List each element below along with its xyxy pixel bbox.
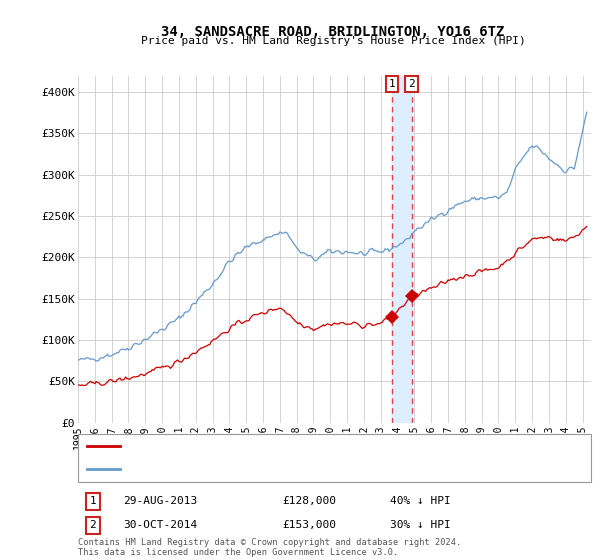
Text: 1: 1 [89, 496, 97, 506]
Text: 30-OCT-2014: 30-OCT-2014 [123, 520, 197, 530]
Text: 34, SANDSACRE ROAD, BRIDLINGTON, YO16 6TZ: 34, SANDSACRE ROAD, BRIDLINGTON, YO16 6T… [161, 25, 505, 39]
Text: 2: 2 [89, 520, 97, 530]
Text: 34, SANDSACRE ROAD, BRIDLINGTON, YO16 6TZ (detached house): 34, SANDSACRE ROAD, BRIDLINGTON, YO16 6T… [126, 441, 488, 451]
Text: HPI: Average price, detached house, East Riding of Yorkshire: HPI: Average price, detached house, East… [126, 464, 501, 474]
Text: £128,000: £128,000 [282, 496, 336, 506]
Text: 2: 2 [408, 79, 415, 89]
Text: 29-AUG-2013: 29-AUG-2013 [123, 496, 197, 506]
Text: 30% ↓ HPI: 30% ↓ HPI [390, 520, 451, 530]
Bar [392, 76, 412, 423]
Text: Contains HM Land Registry data © Crown copyright and database right 2024.
This d: Contains HM Land Registry data © Crown c… [78, 538, 461, 557]
Text: Price paid vs. HM Land Registry's House Price Index (HPI): Price paid vs. HM Land Registry's House … [140, 36, 526, 46]
Text: 40% ↓ HPI: 40% ↓ HPI [390, 496, 451, 506]
Text: 1: 1 [388, 79, 395, 89]
Text: £153,000: £153,000 [282, 520, 336, 530]
